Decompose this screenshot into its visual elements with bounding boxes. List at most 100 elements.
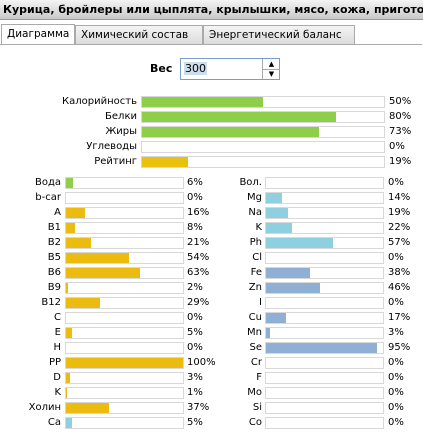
value-label: 5% — [187, 327, 203, 338]
value-label: 100% — [187, 357, 216, 368]
row-label: B5 — [47, 252, 61, 263]
bar-frame — [65, 402, 184, 414]
bar-frame — [141, 126, 385, 138]
bar — [66, 268, 140, 278]
bar — [266, 208, 289, 218]
value-label: 2% — [187, 282, 203, 293]
value-label: 0% — [388, 177, 404, 188]
value-label: 63% — [187, 267, 210, 278]
row-label: D — [53, 372, 61, 383]
value-label: 0% — [388, 252, 404, 263]
row-label: B12 — [41, 297, 61, 308]
bar — [66, 283, 69, 293]
bar-frame — [265, 402, 384, 414]
row-label: Mo — [247, 387, 262, 398]
tab[interactable]: Диаграмма — [1, 24, 75, 44]
value-label: 0% — [187, 312, 203, 323]
value-label: 8% — [187, 222, 203, 233]
value-label: 19% — [389, 156, 412, 167]
bar-frame — [65, 342, 184, 354]
bar — [66, 418, 72, 428]
bar — [66, 238, 91, 248]
bar-frame — [265, 237, 384, 249]
bar — [66, 403, 110, 413]
row-label: F — [256, 372, 262, 383]
row-label: Углеводы — [86, 141, 137, 152]
value-label: 0% — [388, 372, 404, 383]
bar-frame — [265, 222, 384, 234]
row-label: Вода — [34, 177, 61, 188]
bar-frame — [265, 342, 384, 354]
row-label: Рейтинг — [94, 156, 137, 167]
bar-frame — [65, 327, 184, 339]
row-label: A — [54, 207, 61, 218]
row-label: B9 — [47, 282, 61, 293]
bar-frame — [141, 96, 385, 108]
bar — [266, 313, 286, 323]
bar-frame — [265, 387, 384, 399]
row-label: Cl — [252, 252, 262, 263]
weight-value[interactable]: 300 — [184, 62, 207, 75]
bar-frame — [65, 372, 184, 384]
value-label: 0% — [389, 141, 405, 152]
bar-frame — [265, 312, 384, 324]
row-label: C — [54, 312, 61, 323]
row-label: b-car — [35, 192, 61, 203]
spin-up[interactable]: ▲ — [262, 59, 280, 70]
row-label: Жиры — [105, 126, 137, 137]
row-label: Холин — [28, 402, 61, 413]
bar — [266, 193, 283, 203]
value-label: 0% — [388, 297, 404, 308]
bar-frame — [265, 417, 384, 429]
bar — [266, 343, 378, 353]
row-label: Mn — [247, 327, 262, 338]
bar — [66, 223, 76, 233]
row-label: Калорийность — [62, 96, 137, 107]
bar — [66, 358, 183, 368]
value-label: 38% — [388, 267, 411, 278]
bar — [66, 208, 85, 218]
row-label: Fe — [250, 267, 262, 278]
bar — [266, 238, 333, 248]
value-label: 0% — [388, 402, 404, 413]
bar — [142, 127, 319, 137]
bar-frame — [141, 111, 385, 123]
value-label: 0% — [388, 417, 404, 428]
bar-frame — [265, 372, 384, 384]
bar-frame — [65, 177, 184, 189]
bar — [142, 112, 336, 122]
value-label: 21% — [187, 237, 210, 248]
bar-frame — [265, 282, 384, 294]
bar-frame — [265, 297, 384, 309]
bar-frame — [65, 297, 184, 309]
bar-frame — [265, 252, 384, 264]
spin-down[interactable]: ▼ — [262, 69, 280, 79]
value-label: 80% — [389, 111, 412, 122]
tab[interactable]: Энергетический баланс — [203, 25, 355, 44]
bar — [66, 373, 70, 383]
value-label: 19% — [388, 207, 411, 218]
bar — [66, 388, 68, 398]
row-label: Se — [249, 342, 263, 353]
bar-frame — [65, 192, 184, 204]
row-label: Вол. — [239, 177, 262, 188]
tab[interactable]: Химический состав — [75, 25, 203, 44]
value-label: 22% — [388, 222, 411, 233]
bar — [66, 328, 72, 338]
value-label: 54% — [187, 252, 210, 263]
bar-frame — [141, 156, 385, 168]
value-label: 95% — [388, 342, 411, 353]
bar-frame — [65, 267, 184, 279]
bar — [266, 268, 311, 278]
weight-input[interactable]: 300 ▲ ▼ — [180, 58, 280, 80]
row-label: E — [54, 327, 61, 338]
bar-frame — [65, 417, 184, 429]
value-label: 14% — [388, 192, 411, 203]
value-label: 0% — [187, 192, 203, 203]
bar-frame — [265, 177, 384, 189]
value-label: 17% — [388, 312, 411, 323]
value-label: 1% — [187, 387, 203, 398]
value-label: 16% — [187, 207, 210, 218]
bar-frame — [265, 207, 384, 219]
bar-frame — [265, 357, 384, 369]
